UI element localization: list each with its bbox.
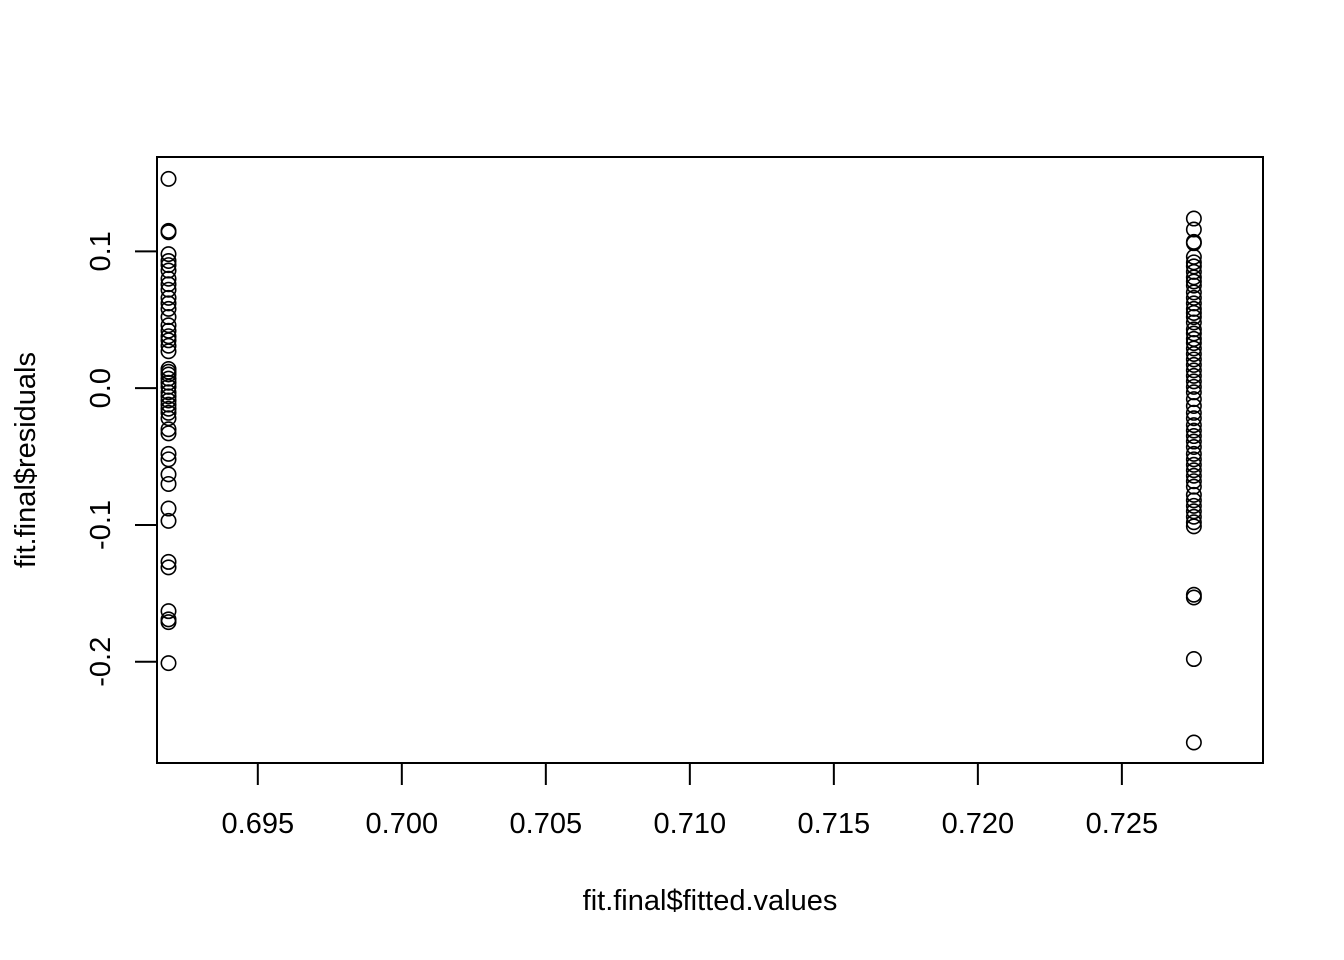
data-point: [160, 343, 177, 360]
data-point: [160, 559, 177, 576]
data-point: [1185, 397, 1202, 414]
x-tick-label: 0.700: [366, 808, 439, 840]
data-point: [1185, 492, 1202, 509]
data-point: [1185, 304, 1202, 321]
data-point: [160, 384, 177, 401]
x-tick-label: 0.720: [942, 808, 1015, 840]
data-point: [1185, 345, 1202, 362]
y-tick-label: -0.2: [85, 637, 117, 687]
data-point: [160, 337, 177, 354]
data-point: [1185, 284, 1202, 301]
x-tick-label: 0.715: [798, 808, 871, 840]
data-point: [160, 246, 177, 263]
data-point: [1185, 356, 1202, 373]
data-point: [1185, 462, 1202, 479]
data-point: [1185, 362, 1202, 379]
x-tick-label: 0.710: [654, 808, 727, 840]
x-tick-label: 0.725: [1086, 808, 1159, 840]
data-point: [160, 421, 177, 438]
data-point: [160, 289, 177, 306]
data-point: [1185, 309, 1202, 326]
data-point: [1185, 514, 1202, 531]
data-point: [160, 500, 177, 517]
data-point: [1185, 428, 1202, 445]
data-point: [1185, 456, 1202, 473]
data-point: [1185, 651, 1202, 668]
data-point: [1185, 210, 1202, 227]
data-point: [160, 466, 177, 483]
data-point: [160, 332, 177, 349]
data-point: [1185, 451, 1202, 468]
data-point: [1185, 277, 1202, 294]
data-point: [160, 475, 177, 492]
points-layer: [160, 170, 1202, 751]
data-point: [160, 392, 177, 409]
data-point: [1185, 373, 1202, 390]
y-axis-title: fit.final$residuals: [10, 352, 42, 568]
data-point: [1185, 467, 1202, 484]
data-point: [160, 614, 177, 631]
y-tick-label: -0.1: [85, 500, 117, 550]
y-axis: -0.2 -0.1 0.0 0.1: [85, 231, 158, 687]
data-point: [1185, 351, 1202, 368]
data-point: [160, 655, 177, 672]
data-point: [160, 400, 177, 417]
data-point: [1185, 433, 1202, 450]
data-point: [160, 603, 177, 620]
data-point: [160, 512, 177, 529]
data-point: [160, 309, 177, 326]
data-point: [160, 366, 177, 383]
data-point: [1185, 404, 1202, 421]
data-point: [160, 388, 177, 405]
data-point: [160, 553, 177, 570]
data-point: [1185, 314, 1202, 331]
data-point: [1185, 497, 1202, 514]
data-point: [1185, 335, 1202, 352]
data-point: [1185, 417, 1202, 434]
plot-frame: [156, 156, 1264, 764]
x-axis: 0.695 0.700 0.705 0.710 0.715 0.720 0.725: [222, 762, 1159, 840]
data-point: [160, 252, 177, 269]
data-point: [1185, 589, 1202, 606]
x-tick-label: 0.705: [510, 808, 583, 840]
data-point: [1185, 445, 1202, 462]
data-point: [1185, 273, 1202, 290]
data-point: [160, 445, 177, 462]
data-point: [1185, 508, 1202, 525]
data-point: [160, 300, 177, 317]
y-tick-label: 0.1: [85, 231, 117, 271]
data-point: [160, 170, 177, 187]
data-point: [1185, 734, 1202, 751]
y-tick-label: 0.0: [85, 368, 117, 408]
data-point: [160, 224, 177, 241]
data-point: [1185, 340, 1202, 357]
data-point: [160, 270, 177, 287]
data-point: [1185, 422, 1202, 439]
data-point: [1185, 518, 1202, 535]
data-point: [160, 425, 177, 442]
data-point: [1185, 439, 1202, 456]
data-point: [1185, 486, 1202, 503]
x-axis-title: fit.final$fitted.values: [583, 885, 838, 917]
data-point: [1185, 367, 1202, 384]
x-tick-label: 0.695: [222, 808, 295, 840]
data-point: [160, 404, 177, 421]
data-point: [1185, 410, 1202, 427]
data-point: [1185, 378, 1202, 395]
